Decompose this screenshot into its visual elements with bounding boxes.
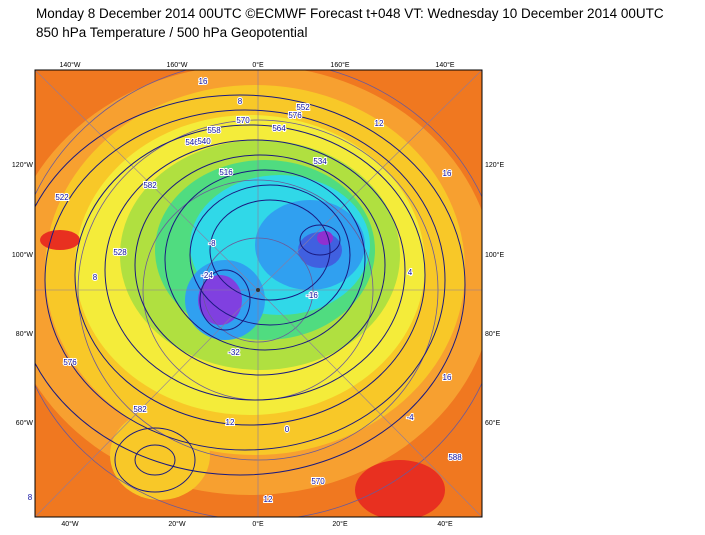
subtitle: 850 hPa Temperature / 500 hPa Geopotenti… bbox=[36, 25, 308, 40]
contour-label: 534 bbox=[313, 157, 327, 166]
contour-label: 546 bbox=[185, 138, 199, 147]
top-lon-label: 160°W bbox=[166, 61, 187, 69]
contour-label: 588 bbox=[448, 453, 462, 462]
contour-label: 12 bbox=[226, 418, 235, 427]
contour-label: 570 bbox=[311, 477, 325, 486]
map-frame bbox=[34, 69, 483, 518]
contour-label: 16 bbox=[443, 169, 452, 178]
contour-label: -8 bbox=[208, 239, 216, 248]
left-lat-label: 100°W bbox=[12, 251, 33, 259]
left-lat-label: 60°W bbox=[16, 419, 34, 427]
bottom-lon-label: 40°E bbox=[437, 520, 453, 528]
right-lat-label: 100°E bbox=[485, 251, 504, 259]
contour-label: 540 bbox=[197, 137, 211, 146]
contour-label: 576 bbox=[63, 358, 77, 367]
contour-label: 516 bbox=[219, 168, 233, 177]
contour-label: 16 bbox=[199, 77, 208, 86]
contour-label: 576 bbox=[288, 111, 302, 120]
contour-label: -16 bbox=[306, 291, 318, 300]
pole bbox=[256, 288, 260, 292]
contour-label: -32 bbox=[228, 348, 240, 357]
top-lon-label: 0°E bbox=[252, 61, 264, 69]
contour-label: 12 bbox=[264, 495, 273, 504]
top-lon-label: 160°E bbox=[330, 61, 349, 69]
contour-label: 16 bbox=[443, 373, 452, 382]
right-lat-label: 80°E bbox=[485, 330, 501, 338]
contour-label: -24 bbox=[201, 271, 213, 280]
contour-label: 564 bbox=[272, 124, 286, 133]
contour-label: 8 bbox=[238, 97, 243, 106]
contour-label: 528 bbox=[113, 248, 127, 257]
top-lon-label: 140°W bbox=[59, 61, 80, 69]
contour-label: 552 bbox=[296, 103, 310, 112]
contour-label: 12 bbox=[375, 119, 384, 128]
contour-label: -4 bbox=[406, 413, 414, 422]
title: Monday 8 December 2014 00UTC ©ECMWF Fore… bbox=[36, 6, 664, 21]
contour-label: 4 bbox=[408, 268, 413, 277]
top-lon-label: 140°E bbox=[435, 61, 454, 69]
left-lat-label: 120°W bbox=[12, 161, 33, 169]
map-field bbox=[35, 70, 482, 517]
left-lat-label: 80°W bbox=[16, 330, 34, 338]
right-lat-label: 60°E bbox=[485, 419, 501, 427]
bottom-lon-label: 0°E bbox=[252, 520, 264, 528]
bottom-lon-label: 40°W bbox=[61, 520, 79, 528]
right-lat-label: 120°E bbox=[485, 161, 504, 169]
bottom-lon-label: 20°W bbox=[168, 520, 186, 528]
contour-label: 582 bbox=[133, 405, 147, 414]
contour-label: 8 bbox=[28, 493, 33, 502]
contour-label: 558 bbox=[207, 126, 221, 135]
contour-label: 522 bbox=[55, 193, 69, 202]
contour-label: 8 bbox=[93, 273, 98, 282]
bottom-lon-label: 20°E bbox=[332, 520, 348, 528]
contour-label: 582 bbox=[143, 181, 157, 190]
contour-label: 0 bbox=[285, 425, 290, 434]
contour-label: 570 bbox=[236, 116, 250, 125]
